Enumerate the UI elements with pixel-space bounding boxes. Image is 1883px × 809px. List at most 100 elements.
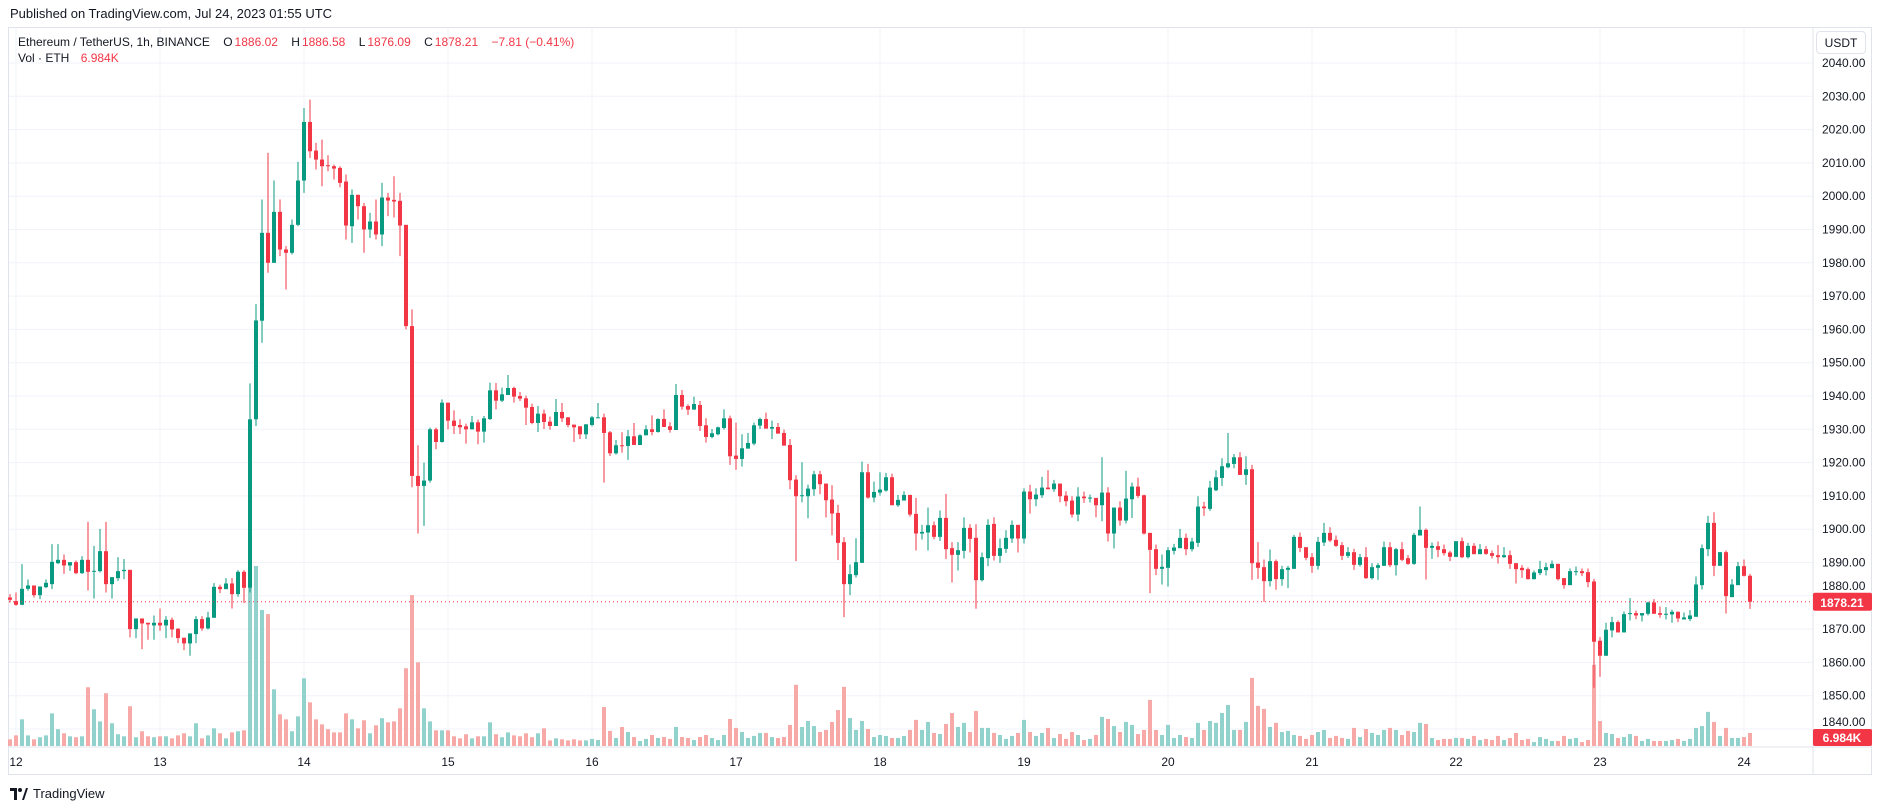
volume-label[interactable]: Vol · ETH — [18, 51, 70, 65]
candle-body — [998, 548, 1002, 556]
candle-body — [1310, 557, 1314, 566]
candle-body — [830, 499, 834, 514]
candle-body — [764, 418, 768, 429]
candle-body — [1328, 532, 1332, 541]
candle-body — [1232, 457, 1236, 464]
volume-bar — [608, 730, 612, 746]
volume-bar — [1370, 732, 1374, 746]
candle-body — [98, 551, 102, 572]
volume-bar — [1052, 737, 1056, 746]
candle-body — [1706, 522, 1710, 550]
candle-body — [614, 445, 618, 454]
candle-body — [422, 480, 426, 486]
last-volume-label: 6.984K — [1823, 731, 1862, 745]
candle-body — [44, 582, 48, 588]
candle-body — [584, 424, 588, 435]
volume-bar — [1154, 729, 1158, 746]
volume-bar — [446, 730, 450, 746]
candle-body — [104, 551, 108, 585]
candle-body — [1580, 571, 1584, 574]
volume-bar — [362, 720, 366, 746]
candle-body — [1454, 541, 1458, 557]
candle-body — [962, 527, 966, 551]
published-note: Published on TradingView.com, Jul 24, 20… — [10, 6, 333, 21]
candle-body — [1202, 506, 1206, 509]
volume-bar — [512, 735, 516, 746]
volume-bar — [1184, 737, 1188, 746]
volume-bar — [920, 729, 924, 746]
price-tick-label: 2040.00 — [1822, 56, 1866, 70]
volume-bar — [722, 734, 726, 746]
price-tick-label: 1850.00 — [1822, 689, 1866, 703]
candle-body — [1034, 494, 1038, 500]
volume-bar — [566, 740, 570, 746]
volume-bar — [824, 729, 828, 746]
candle-body — [800, 495, 804, 497]
candle-body — [1130, 486, 1134, 500]
symbol-title[interactable]: Ethereum / TetherUS, 1h, BINANCE — [18, 35, 210, 49]
volume-bar — [1508, 737, 1512, 746]
candle-body — [140, 618, 144, 624]
volume-bar — [1340, 737, 1344, 746]
volume-bar — [572, 739, 576, 746]
volume-bar — [50, 713, 54, 746]
date-tick-label: 18 — [873, 755, 887, 769]
candle-body — [596, 417, 600, 419]
candle-body — [8, 597, 12, 600]
price-tick-label: 1910.00 — [1822, 489, 1866, 503]
volume-bar — [122, 736, 126, 746]
volume-bar — [284, 719, 288, 746]
candle-body — [218, 586, 222, 590]
candle-body — [50, 561, 54, 585]
open-label: O — [223, 35, 233, 49]
candle-body — [968, 527, 972, 539]
volume-bar — [296, 716, 300, 746]
volume-bar — [1628, 734, 1632, 746]
candle-body — [1100, 492, 1104, 506]
volume-bar — [1400, 734, 1404, 746]
candle-body — [428, 429, 432, 481]
volume-bar — [1346, 738, 1350, 746]
volume-bar — [680, 737, 684, 746]
candle-body — [260, 232, 264, 321]
candle-body — [1586, 572, 1590, 583]
volume-bar — [614, 737, 618, 746]
volume-bar — [1364, 729, 1368, 746]
candle-body — [1628, 613, 1632, 615]
tradingview-logo-icon — [10, 787, 28, 800]
candle-body — [566, 417, 570, 425]
volume-bar — [236, 731, 240, 746]
footer-logo[interactable]: TradingView — [10, 786, 105, 801]
volume-value: 6.984K — [80, 51, 119, 65]
volume-bar — [1688, 738, 1692, 746]
candle-body — [1334, 539, 1338, 546]
candle-body — [752, 425, 756, 444]
volume-bar — [728, 718, 732, 746]
volume-bar — [116, 734, 120, 746]
candle-body — [710, 433, 714, 437]
volume-bar — [548, 740, 552, 746]
candle-body — [848, 574, 852, 585]
candle-body — [494, 390, 498, 401]
candle-body — [350, 194, 354, 227]
price-tick-label: 1860.00 — [1822, 655, 1866, 669]
volume-bar — [836, 710, 840, 746]
candle-body — [356, 194, 360, 207]
volume-bar — [1418, 722, 1422, 746]
volume-bar — [482, 736, 486, 746]
volume-bar — [410, 595, 414, 746]
candle-body — [530, 406, 534, 423]
candle-body — [836, 512, 840, 543]
candle-body — [1622, 614, 1626, 633]
volume-bar — [1118, 732, 1122, 746]
high-label: H — [291, 35, 300, 49]
candle-body — [578, 426, 582, 435]
volume-bar — [734, 727, 738, 746]
candle-body — [236, 571, 240, 595]
candle-body — [200, 619, 204, 629]
currency-button[interactable]: USDT — [1816, 31, 1866, 54]
candle-body — [1682, 617, 1686, 620]
date-tick-label: 14 — [297, 755, 311, 769]
candle-body — [416, 475, 420, 486]
